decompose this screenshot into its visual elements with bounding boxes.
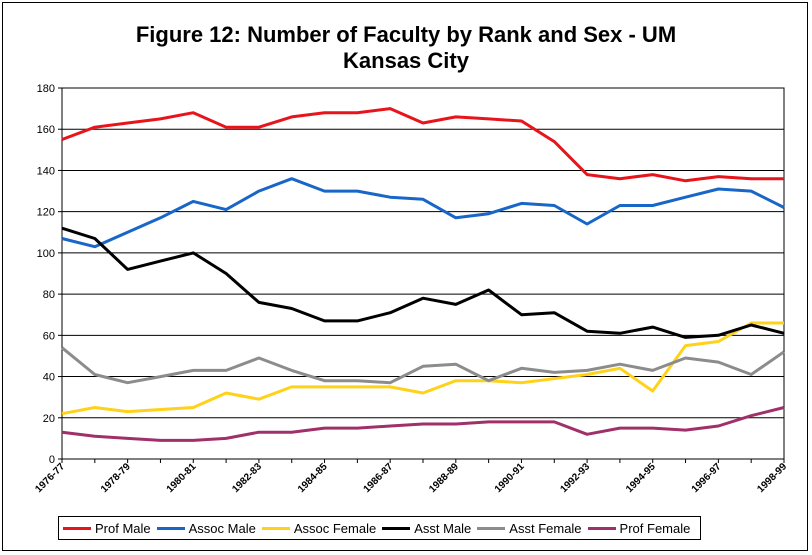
legend-swatch [63,526,91,530]
y-tick-label: 40 [43,372,55,384]
legend-label: Assoc Male [188,520,256,536]
y-tick-label: 100 [37,248,55,260]
gridlines [62,87,784,460]
x-tick-label: 1996-97 [690,461,724,495]
chart-title: Figure 12: Number of Faculty by Rank and… [135,22,677,73]
axes: 0 20 40 60 80 100 120 140 160 180 1976-77 1978-79 19… [33,83,789,495]
legend-item: Asst Female [477,520,582,536]
y-tick-label: 20 [43,413,55,425]
x-tick-label: 1982-83 [230,461,264,495]
legend-swatch [261,526,290,530]
legend-label: Prof Female [619,520,691,536]
legend-label: Prof Male [95,520,151,536]
legend-swatch [477,526,506,530]
legend-label: Assoc Female [293,520,377,536]
legend-item: Prof Female [587,520,691,536]
series-line-assoc-female [61,321,784,416]
y-tick-label: 160 [37,124,55,136]
x-tick-label: 1986-87 [362,461,396,495]
legend-label: Asst Male [414,520,472,536]
x-tick-label: 1994-95 [624,461,658,495]
x-tick-label: 1976-77 [33,461,67,495]
plot-area [61,87,785,460]
x-tick-label: 1988-89 [427,461,461,495]
legend-item: Assoc Female [261,520,377,536]
x-tick-label: 1980-81 [165,461,199,495]
legend-swatch [587,526,616,530]
legend-item: Assoc Male [156,520,256,536]
y-tick-label: 80 [43,289,55,301]
x-tick-label: 1984-85 [296,461,330,495]
legend-item: Asst Male [382,521,471,536]
series-line-asst-female [61,346,785,385]
legend-swatch [156,526,185,530]
y-tick-label: 140 [37,165,55,177]
y-tick-label: 60 [43,330,55,342]
x-tick-label: 1998-99 [755,461,789,495]
legend: Prof Male Assoc Male Assoc Female Asst Male… [58,516,702,540]
x-tick-label: 1978-79 [99,461,133,495]
legend-label: Asst Female [509,520,582,536]
series-lines [61,107,785,442]
series-line-prof-male [61,107,784,183]
x-tick-label: 1990-91 [493,461,527,495]
y-tick-label: 0 [49,454,55,466]
series-line-prof-female [61,406,785,442]
y-tick-label: 120 [37,207,55,219]
series-line-assoc-male [61,177,785,249]
series-line-asst-male [61,226,785,339]
y-tick-label: 180 [37,83,55,95]
legend-item: Prof Male [63,521,151,536]
legend-swatch [382,526,411,530]
x-tick-label: 1992-93 [558,461,592,495]
